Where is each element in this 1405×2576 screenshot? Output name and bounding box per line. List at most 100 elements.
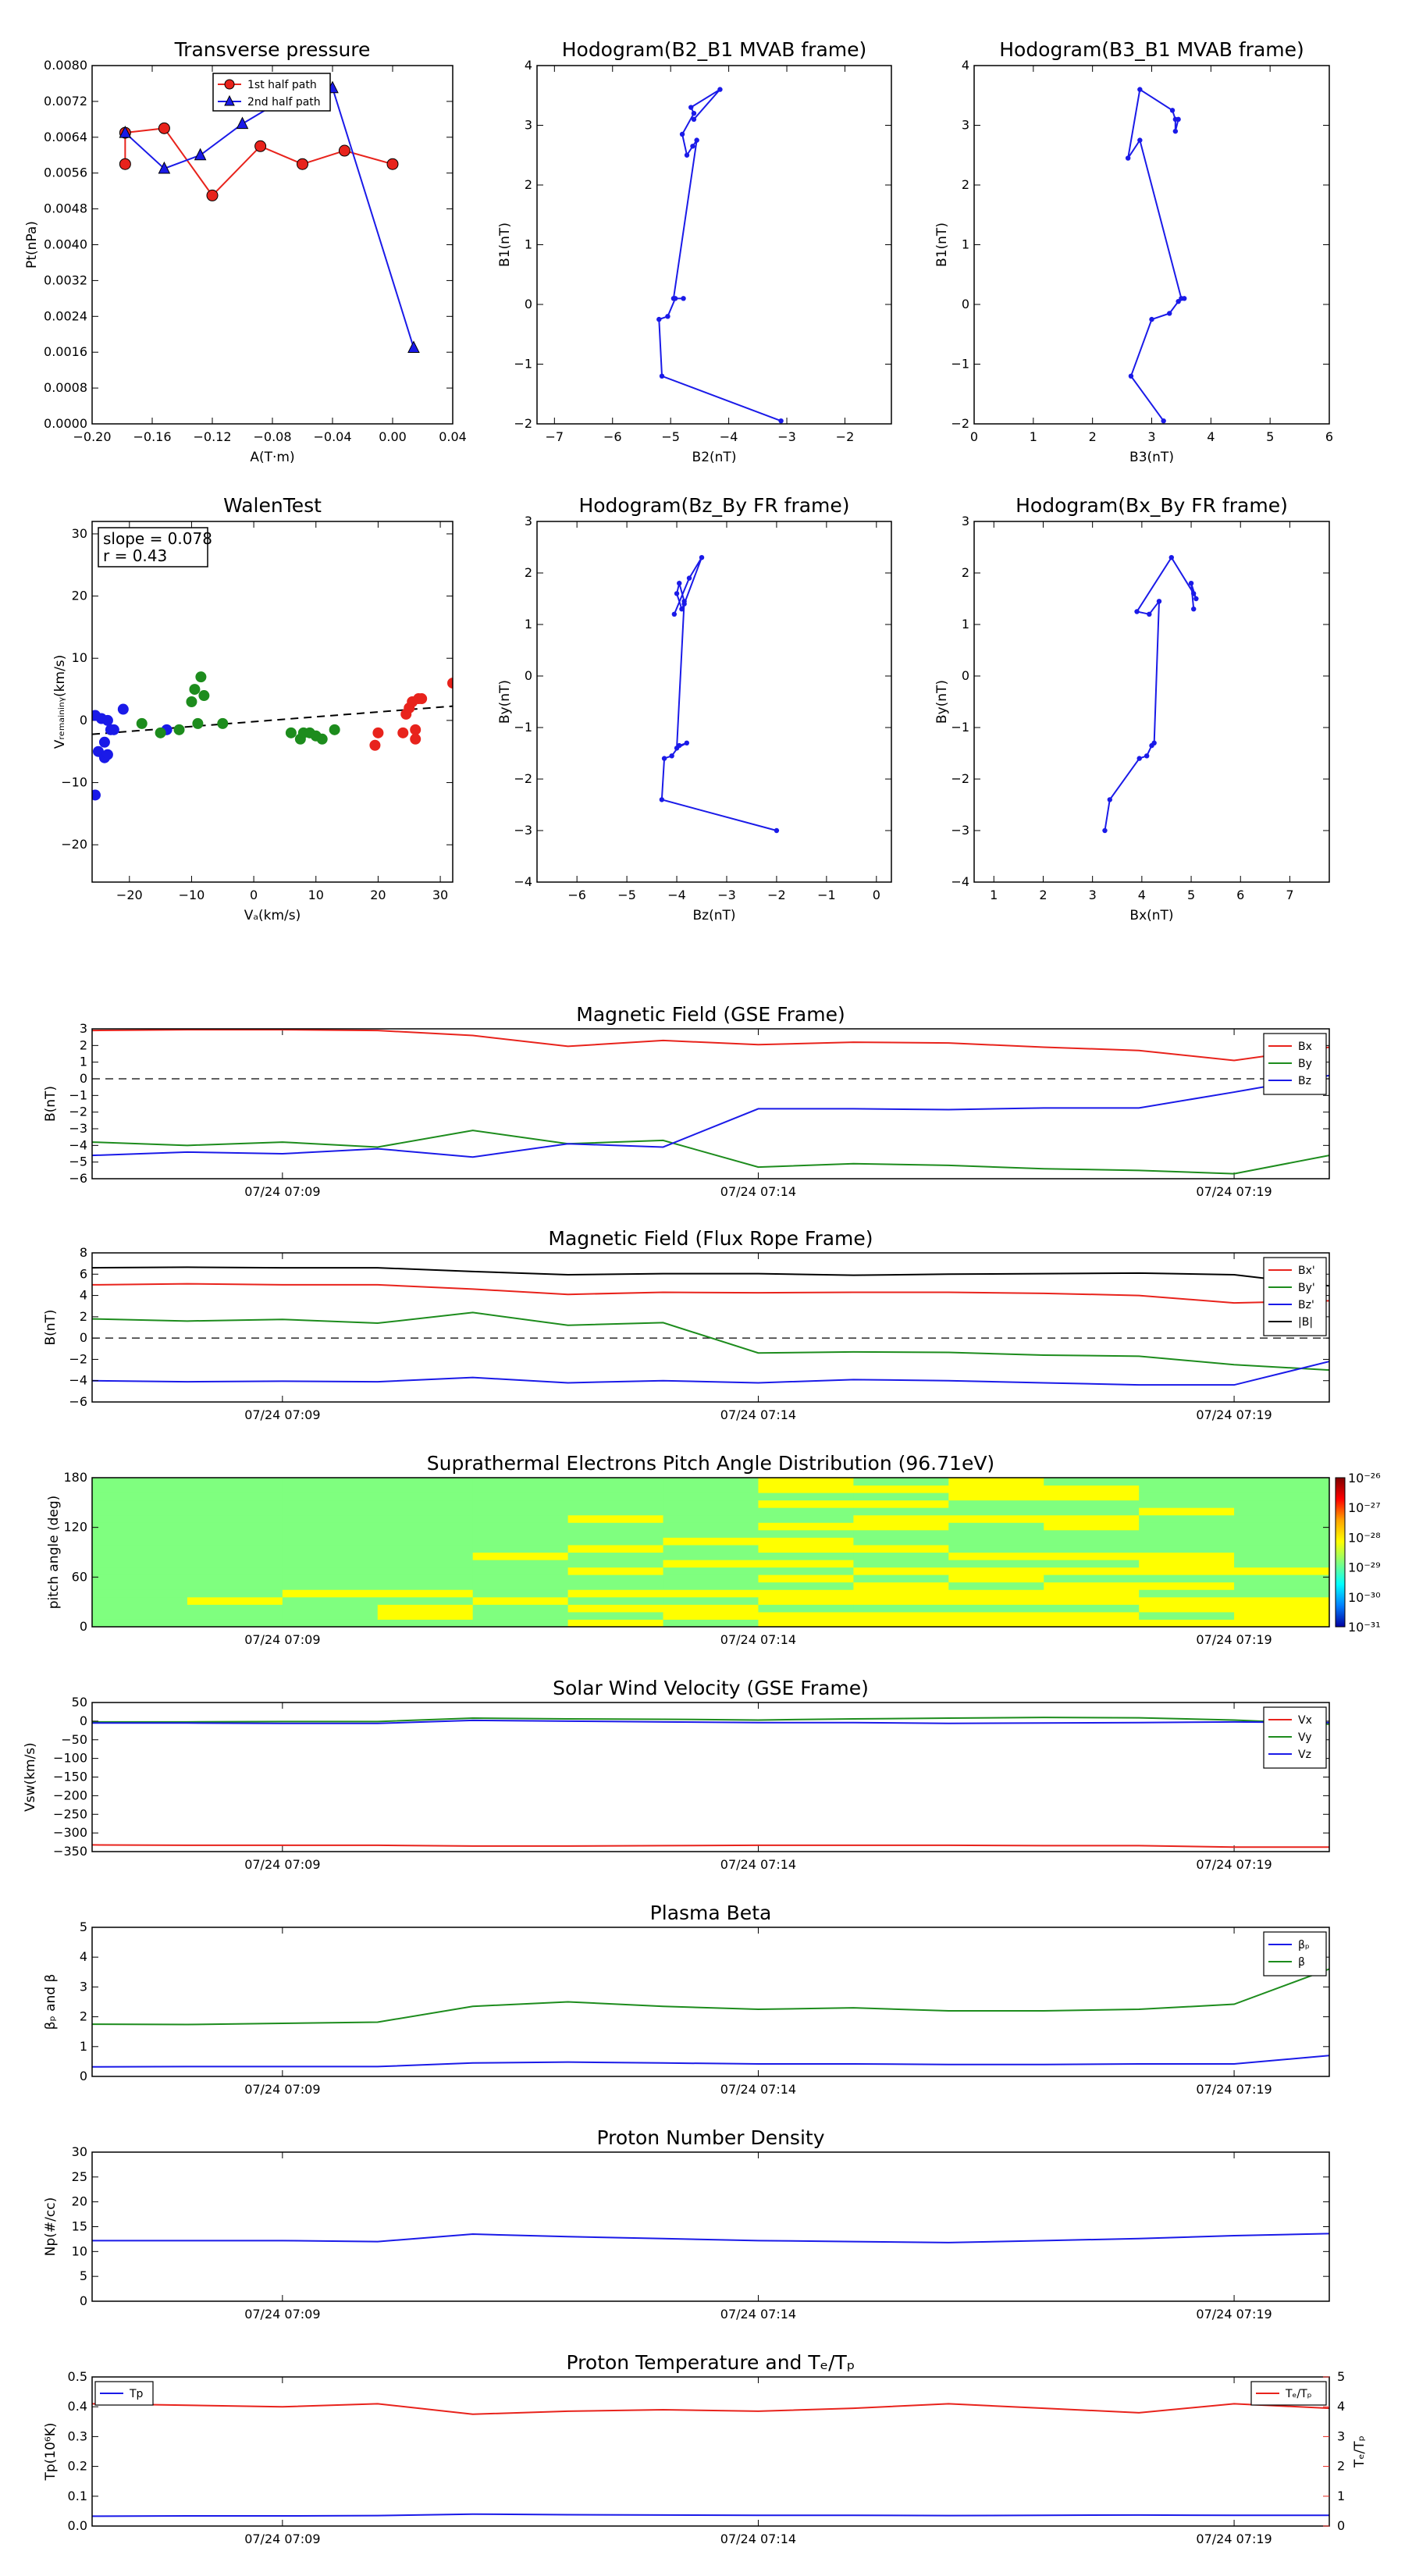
heatmap-cell — [377, 1522, 474, 1531]
data-point — [1169, 108, 1176, 113]
heatmap-cell — [567, 1567, 664, 1575]
heatmap-cell — [282, 1589, 379, 1598]
y-tick-label: 4 — [525, 58, 532, 73]
y-tick-label: 0.5 — [68, 2369, 87, 2384]
panel-plasma_beta: Plasma Beta 07/24 07:09 07/24 07:14 07/24 0… — [43, 1902, 1330, 2097]
data-point — [670, 296, 677, 301]
heatmap-cell — [1044, 1529, 1140, 1538]
x-tick-label: −1 — [817, 888, 836, 902]
chart-title: Hodogram(B3_B1 MVAB frame) — [999, 38, 1304, 61]
y-tick-label: −150 — [53, 1770, 87, 1784]
data-point — [1137, 87, 1143, 92]
data-point — [117, 703, 129, 715]
y-tick-label: −2 — [951, 771, 969, 786]
legend-label: Bz' — [1298, 1299, 1314, 1311]
heatmap-cell — [567, 1500, 664, 1508]
heatmap-cell — [92, 1560, 188, 1568]
data-point — [92, 789, 101, 801]
y-tick-label: 8 — [80, 1245, 87, 1260]
data-point — [1191, 607, 1197, 612]
data-point — [1102, 827, 1108, 834]
y-tick-label: 2 — [962, 565, 969, 580]
data-point — [108, 724, 119, 735]
heatmap-cell — [92, 1507, 188, 1516]
data-point — [192, 717, 204, 729]
heatmap-cell — [1139, 1493, 1235, 1501]
heatmap-cell — [853, 1567, 949, 1575]
y-tick-label: 0 — [80, 1071, 87, 1086]
y-tick-label: 0 — [80, 1330, 87, 1345]
x-tick-label: 07/24 07:19 — [1196, 2307, 1272, 2322]
heatmap-cell — [948, 1604, 1044, 1613]
data-point — [285, 727, 297, 738]
heatmap-cell — [472, 1507, 569, 1516]
y-tick-label: −10 — [61, 775, 87, 790]
plot-area — [656, 87, 784, 424]
x-tick-label: −0.20 — [73, 429, 111, 444]
heatmap-cell — [758, 1574, 854, 1583]
y-tick-label: 0 — [525, 297, 532, 311]
chart-title: Magnetic Field (Flux Rope Frame) — [548, 1227, 873, 1250]
heatmap-cell — [1044, 1507, 1140, 1516]
heatmap-cell — [1139, 1574, 1235, 1583]
heatmap-cell — [948, 1589, 1044, 1598]
x-tick-label: −0.16 — [133, 429, 171, 444]
annotation-r: r = 0.43 — [103, 546, 167, 565]
heatmap-cell — [853, 1500, 949, 1508]
y-tick-label: 0.0016 — [44, 344, 87, 359]
panel-hodogram_bx_by: Hodogram(Bx_By FR frame) 1 2 3 4 5 6 7 −4 −3 −2 −1 0… — [934, 494, 1330, 923]
heatmap-cell — [92, 1493, 188, 1501]
x-tick-label: −0.08 — [253, 429, 291, 444]
legend-marker — [224, 79, 235, 90]
x-tick-label: 1 — [1030, 429, 1037, 444]
heatmap-cell — [187, 1514, 283, 1523]
heatmap-cell — [1234, 1478, 1329, 1486]
series-line — [92, 1029, 1329, 1062]
y-tick-label: 0 — [80, 1619, 87, 1634]
heatmap-cell — [948, 1500, 1044, 1508]
y-tick-label: 2 — [525, 565, 532, 580]
data-point — [410, 733, 422, 745]
heatmap-cell — [1044, 1485, 1140, 1493]
heatmap-cell — [853, 1537, 949, 1546]
heatmap-cell — [853, 1552, 949, 1560]
heatmap-cell — [758, 1596, 854, 1605]
heatmap-cell — [187, 1567, 283, 1575]
colorbar-label: 10⁻²⁶ — [1348, 1471, 1381, 1485]
heatmap-cell — [472, 1611, 569, 1620]
heatmap-cell — [472, 1604, 569, 1613]
heatmap-cell — [948, 1507, 1044, 1516]
series-line — [92, 1719, 1329, 1724]
data-point — [136, 717, 148, 729]
heatmap-cell — [758, 1493, 854, 1501]
heatmap-cell — [663, 1589, 759, 1598]
x-axis-label: B2(nT) — [692, 450, 737, 465]
heatmap-cell — [567, 1560, 664, 1568]
heatmap-cell — [187, 1478, 283, 1486]
y-tick-label: 0 — [962, 668, 969, 683]
heatmap-cell — [1234, 1611, 1329, 1620]
plot-frame — [91, 1477, 1330, 1628]
heatmap-cell — [853, 1522, 949, 1531]
heatmap-cell — [377, 1500, 474, 1508]
heatmap-cell — [1044, 1596, 1140, 1605]
data-point — [217, 717, 229, 729]
y-axis-label-right: Tₑ/Tₚ — [1352, 2435, 1368, 2468]
data-point — [671, 611, 678, 617]
plot-area — [92, 2233, 1329, 2243]
x-tick-label: 0 — [970, 429, 978, 444]
series-line — [92, 1968, 1329, 2026]
heatmap-cell — [282, 1567, 379, 1575]
data-point — [684, 740, 690, 745]
heatmap-cell — [663, 1493, 759, 1501]
heatmap-cell — [1234, 1529, 1329, 1538]
x-tick-label: 07/24 07:14 — [720, 1407, 796, 1422]
data-point — [155, 727, 166, 738]
y-tick-label-right: 5 — [1337, 2369, 1345, 2384]
y-tick-label: −4 — [69, 1373, 87, 1388]
plot-area — [1125, 87, 1187, 424]
y-tick-label: −6 — [69, 1394, 87, 1409]
plot-frame — [91, 2151, 1330, 2302]
heatmap-cell — [948, 1552, 1044, 1560]
colorbar-label: 10⁻²⁸ — [1348, 1530, 1381, 1545]
